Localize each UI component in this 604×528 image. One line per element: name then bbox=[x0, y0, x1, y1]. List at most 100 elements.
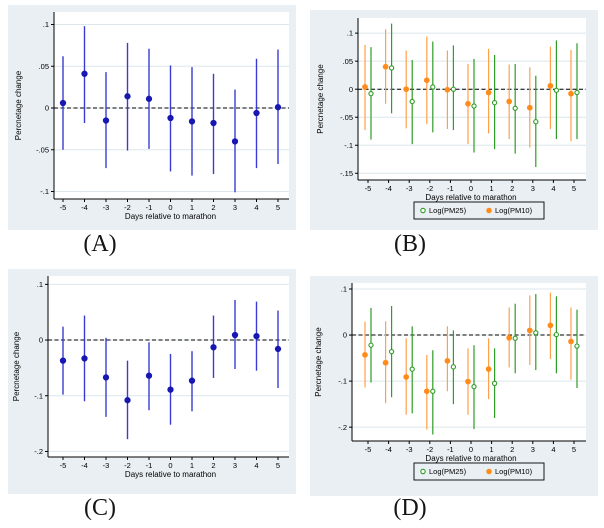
chart-b: .1 .05 0 -.05 -.1 -.15 -5 -4 -3 -2 -1 0 1 2 3 4 5 Days re… bbox=[310, 10, 598, 230]
data-point bbox=[574, 343, 580, 349]
y-axis-title: Percnetage change bbox=[314, 327, 323, 397]
x-tick-label: 4 bbox=[551, 445, 555, 454]
x-tick-label: 1 bbox=[190, 461, 194, 470]
y-tick-label: -.2 bbox=[34, 447, 43, 456]
x-tick-label: 2 bbox=[510, 445, 514, 454]
data-point bbox=[59, 99, 67, 107]
x-tick-label: 3 bbox=[531, 184, 535, 193]
x-tick-label: -3 bbox=[406, 445, 413, 454]
data-point bbox=[368, 91, 374, 97]
x-tick-label: -2 bbox=[124, 203, 131, 212]
data-point bbox=[362, 352, 368, 358]
y-tick-label: 0 bbox=[39, 336, 43, 345]
data-point bbox=[409, 366, 415, 372]
data-point bbox=[102, 374, 110, 381]
legend-label: Log(PM10) bbox=[495, 206, 533, 215]
y-tick-label: .1 bbox=[347, 29, 353, 38]
data-point bbox=[274, 104, 282, 111]
data-point bbox=[526, 327, 533, 334]
data-point bbox=[188, 377, 196, 384]
data-point bbox=[274, 345, 282, 353]
x-tick-label: -1 bbox=[447, 445, 454, 454]
legend-box bbox=[413, 462, 545, 481]
x-tick-label: -4 bbox=[81, 461, 88, 470]
x-tick-label: -4 bbox=[385, 184, 392, 193]
x-tick-label: -4 bbox=[385, 445, 392, 454]
y-tick-label: .05 bbox=[343, 57, 353, 66]
panel-b: .1 .05 0 -.05 -.1 -.15 -5 -4 -3 -2 -1 0 1 2 3 4 5 Days re… bbox=[302, 0, 604, 264]
x-tick-label: -2 bbox=[426, 184, 433, 193]
x-tick-label: 0 bbox=[469, 445, 473, 454]
data-point bbox=[574, 89, 580, 96]
y-axis-title: Percnetage change bbox=[14, 70, 23, 140]
data-point bbox=[403, 86, 410, 93]
data-point bbox=[568, 338, 574, 345]
panel-d: .1 0 -.1 -.2 -5 -4 -3 -2 -1 0 1 2 3 4 5 Days relative t… bbox=[302, 264, 604, 528]
y-tick-label: -.1 bbox=[40, 187, 49, 196]
x-tick-label: -4 bbox=[81, 203, 88, 212]
panel-b-label: (B) bbox=[394, 231, 426, 257]
data-point bbox=[568, 90, 574, 97]
x-tick-label: 2 bbox=[211, 461, 215, 470]
legend-label: Log(PM25) bbox=[429, 206, 467, 215]
x-tick-label: -5 bbox=[60, 203, 67, 212]
x-tick-label: -2 bbox=[426, 445, 433, 454]
x-tick-label: -5 bbox=[365, 184, 372, 193]
x-tick-label: 4 bbox=[254, 203, 258, 212]
data-point bbox=[471, 103, 477, 109]
data-point bbox=[102, 117, 110, 124]
y-tick-label: -.1 bbox=[34, 391, 43, 400]
data-point bbox=[533, 119, 539, 125]
legend-box bbox=[413, 201, 545, 220]
x-tick-label: -3 bbox=[103, 203, 110, 212]
x-tick-label: 3 bbox=[531, 445, 535, 454]
data-point bbox=[444, 86, 451, 93]
data-point bbox=[409, 98, 415, 105]
y-axis-title: Percnetage change bbox=[316, 64, 325, 134]
x-tick-label: 5 bbox=[572, 184, 576, 193]
y-tick-label: .1 bbox=[341, 285, 347, 294]
x-axis-title: Days relative to marathon bbox=[125, 470, 216, 479]
x-tick-label: 1 bbox=[490, 445, 494, 454]
data-point bbox=[59, 357, 67, 364]
plot-area bbox=[54, 12, 289, 199]
y-axis-title: Percnetage change bbox=[12, 331, 21, 401]
data-point bbox=[388, 65, 395, 71]
x-tick-label: -1 bbox=[447, 184, 454, 193]
y-tick-label: .1 bbox=[43, 20, 49, 29]
data-point bbox=[430, 388, 436, 394]
x-tick-label: 4 bbox=[254, 461, 258, 470]
y-tick-label: 0 bbox=[349, 85, 353, 94]
data-point bbox=[547, 322, 554, 329]
data-point bbox=[81, 70, 88, 77]
x-tick-label: 3 bbox=[233, 203, 237, 212]
panel-a: .1 .05 0 -.05 -.1 -5 -4 -3 -2 -1 0 1 2 3 4 5 Days relati… bbox=[0, 0, 302, 264]
x-tick-label: 5 bbox=[276, 461, 280, 470]
data-point bbox=[231, 138, 239, 145]
data-point bbox=[465, 100, 471, 107]
x-tick-label: 0 bbox=[168, 203, 172, 212]
data-point bbox=[403, 374, 410, 380]
data-point bbox=[124, 93, 131, 100]
data-point bbox=[188, 118, 196, 125]
x-tick-label: -3 bbox=[406, 184, 413, 193]
x-tick-label: -1 bbox=[146, 461, 153, 470]
data-point bbox=[210, 344, 217, 351]
legend-marker bbox=[486, 468, 492, 475]
data-point bbox=[388, 348, 395, 355]
data-point bbox=[210, 119, 217, 127]
y-tick-label: -.15 bbox=[340, 169, 353, 178]
legend-label: Log(PM25) bbox=[429, 467, 467, 476]
data-point bbox=[145, 95, 153, 102]
data-point bbox=[512, 105, 518, 111]
x-axis-title: Days relative to marathon bbox=[125, 212, 216, 221]
data-point bbox=[362, 84, 368, 90]
data-point bbox=[430, 84, 436, 90]
data-point bbox=[167, 386, 174, 393]
y-tick-label: -.1 bbox=[338, 377, 347, 386]
x-tick-label: 1 bbox=[190, 203, 194, 212]
data-point bbox=[485, 366, 492, 372]
data-point bbox=[450, 86, 457, 92]
data-point bbox=[423, 77, 430, 84]
